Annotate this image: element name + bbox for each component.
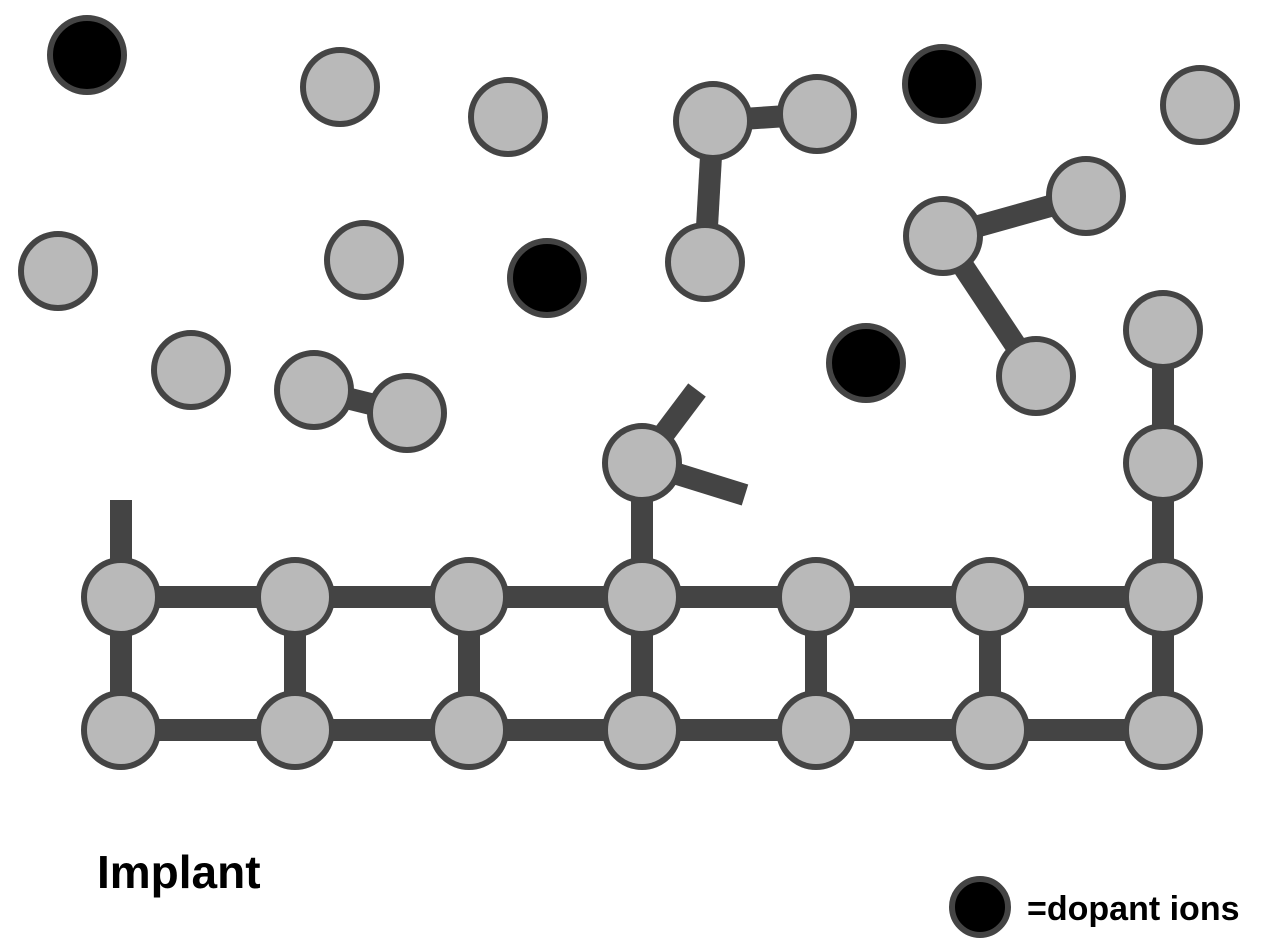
lattice-atom <box>255 690 335 770</box>
legend: =dopant ions <box>949 876 1240 938</box>
lattice-atom <box>81 690 161 770</box>
lattice-atom <box>429 690 509 770</box>
lattice-atom <box>81 557 161 637</box>
lattice-atom <box>255 557 335 637</box>
diagram-title: Implant <box>97 846 261 898</box>
loose-atom <box>151 330 231 410</box>
displaced-atom <box>602 423 682 503</box>
loose-atoms <box>18 47 1240 410</box>
cluster-atom <box>777 74 857 154</box>
dopant-ions <box>47 15 982 403</box>
cluster-atom <box>665 222 745 302</box>
lattice-atom <box>950 690 1030 770</box>
loose-atom <box>300 47 380 127</box>
dopant-ion <box>47 15 127 95</box>
dopant-ion <box>902 44 982 124</box>
cluster-atom <box>996 336 1076 416</box>
loose-atom <box>1160 65 1240 145</box>
legend-label: =dopant ions <box>1027 890 1240 928</box>
cluster-atom <box>1046 156 1126 236</box>
loose-atom <box>324 220 404 300</box>
cluster-atom <box>367 373 447 453</box>
lattice-atom <box>1123 290 1203 370</box>
lattice-atom <box>1123 423 1203 503</box>
cluster-atom <box>274 350 354 430</box>
dopant-ion <box>507 238 587 318</box>
lattice-atom <box>1123 557 1203 637</box>
crystal-lattice <box>81 290 1203 770</box>
lattice-atom <box>776 690 856 770</box>
lattice-atoms <box>81 290 1203 770</box>
lattice-atom <box>602 557 682 637</box>
legend-dopant-swatch <box>949 876 1011 938</box>
lattice-atom <box>602 690 682 770</box>
lattice-atom <box>429 557 509 637</box>
cluster-atom <box>673 81 753 161</box>
loose-atom-clusters <box>274 74 1126 453</box>
dopant-ion <box>826 323 906 403</box>
loose-atom <box>18 231 98 311</box>
lattice-atom <box>1123 690 1203 770</box>
loose-atom <box>468 77 548 157</box>
lattice-atom <box>950 557 1030 637</box>
lattice-atom <box>776 557 856 637</box>
cluster-atom <box>903 196 983 276</box>
